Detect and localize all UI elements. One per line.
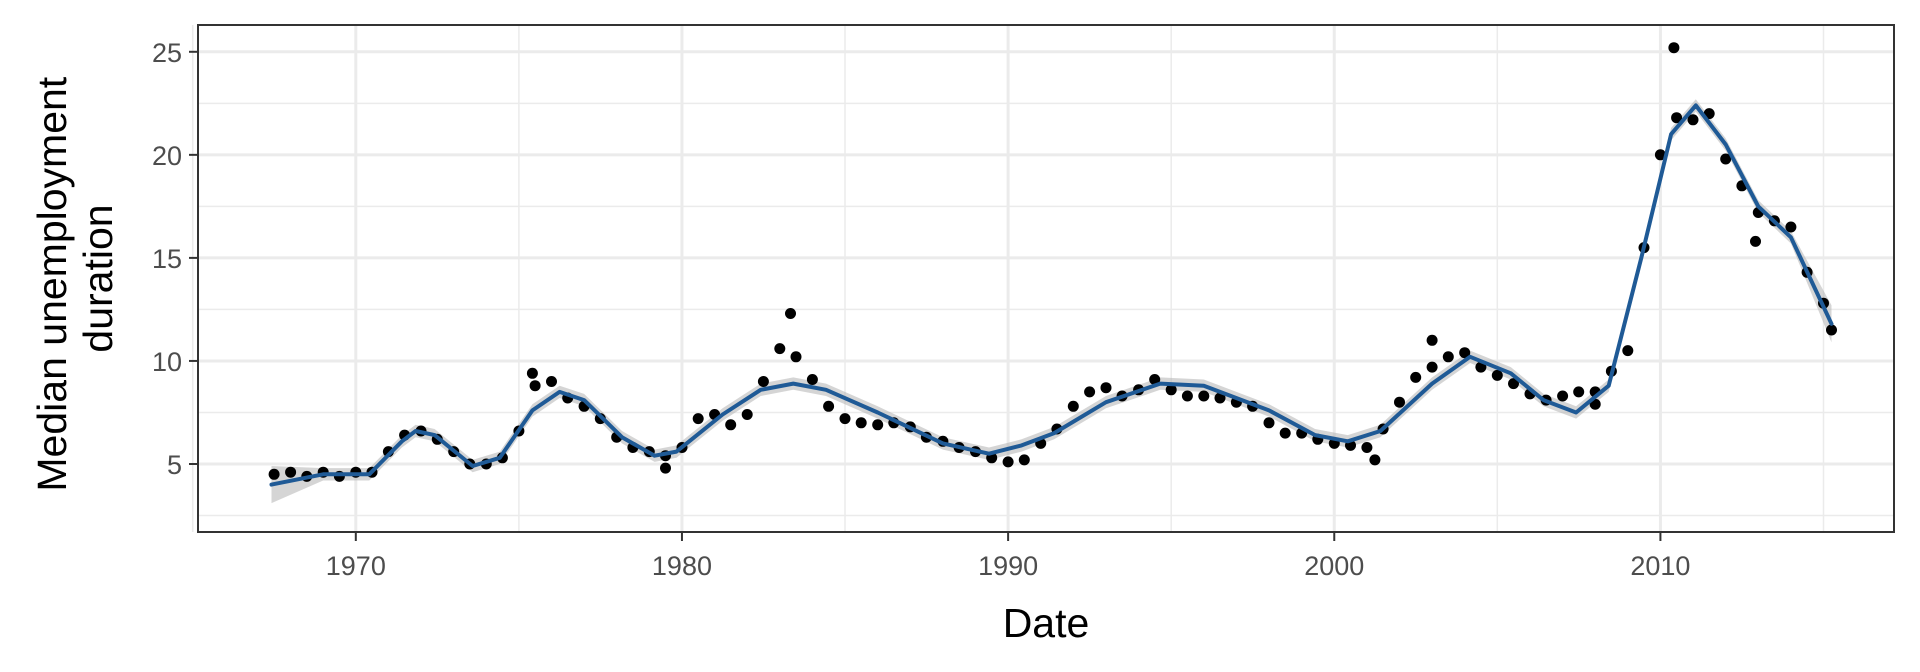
- y-tick-label: 20: [152, 141, 182, 171]
- data-point: [774, 343, 786, 355]
- data-point: [741, 409, 753, 420]
- data-point: [546, 376, 557, 387]
- x-tick-label: 1980: [652, 551, 712, 581]
- data-point: [1557, 390, 1569, 402]
- data-point: [1750, 235, 1761, 247]
- y-tick-label: 25: [152, 38, 182, 68]
- x-axis-title: Date: [1003, 600, 1090, 646]
- data-point: [839, 413, 851, 425]
- y-tick-label: 15: [152, 244, 182, 274]
- y-axis-title-line-1: Median unemployment: [29, 76, 75, 491]
- grid-minor: [191, 25, 1894, 532]
- data-point: [1067, 400, 1079, 412]
- data-point: [526, 367, 538, 379]
- x-tick-label: 1990: [978, 551, 1038, 581]
- data-point: [1369, 454, 1381, 466]
- data-point: [692, 413, 704, 425]
- y-axis-title-line-2: duration: [75, 204, 121, 352]
- data-point: [1720, 153, 1732, 165]
- data-point: [1573, 386, 1585, 398]
- data-point: [1181, 390, 1193, 402]
- data-point: [1622, 345, 1634, 357]
- data-point: [1018, 454, 1030, 466]
- data-point: [1410, 371, 1422, 383]
- data-point: [1214, 392, 1226, 404]
- data-point: [529, 380, 541, 392]
- scatter-points: [268, 42, 1837, 482]
- x-tick-label: 2000: [1304, 551, 1364, 581]
- data-point: [1426, 334, 1438, 346]
- data-point: [1668, 42, 1680, 54]
- data-point: [1508, 378, 1519, 390]
- data-point: [872, 419, 884, 431]
- data-point: [790, 351, 802, 363]
- y-tick-label: 5: [167, 450, 182, 480]
- data-point: [1279, 427, 1291, 439]
- y-tick-label: 10: [152, 347, 182, 377]
- data-point: [660, 462, 671, 474]
- data-point: [806, 374, 818, 385]
- data-point: [785, 308, 796, 319]
- data-point: [725, 419, 737, 431]
- data-point: [1394, 396, 1405, 408]
- data-point: [1671, 112, 1683, 124]
- y-axis: 5 10 15 20 25: [152, 38, 198, 480]
- data-point: [1426, 361, 1438, 373]
- x-tick-label: 1970: [326, 551, 386, 581]
- data-point: [1149, 374, 1161, 385]
- panel-border: [197, 24, 1895, 533]
- smooth-ribbon: [271, 99, 1832, 504]
- data-point: [1687, 114, 1699, 126]
- data-point: [1002, 456, 1014, 468]
- y-axis-title: Median unemployment duration: [29, 65, 121, 491]
- data-point: [1100, 382, 1112, 394]
- data-point: [1654, 149, 1666, 161]
- data-point: [1165, 384, 1177, 396]
- data-point: [1442, 351, 1454, 363]
- data-point: [1361, 442, 1373, 453]
- smooth-line: [269, 103, 1834, 487]
- data-point: [823, 400, 835, 412]
- data-point: [285, 466, 297, 478]
- data-point: [1459, 347, 1471, 359]
- x-tick-label: 2010: [1630, 551, 1690, 581]
- data-point: [1198, 390, 1210, 402]
- data-point: [1491, 369, 1503, 381]
- confidence-ribbon: [271, 99, 1832, 504]
- data-point: [268, 468, 280, 480]
- data-point: [1785, 221, 1797, 233]
- smooth-line-path: [269, 103, 1834, 487]
- data-point: [1826, 324, 1837, 336]
- data-point: [1263, 417, 1275, 429]
- x-axis: 1970 1980 1990 2000 2010: [326, 532, 1690, 581]
- data-point: [1084, 386, 1096, 398]
- data-point: [855, 417, 867, 429]
- data-point: [757, 376, 769, 387]
